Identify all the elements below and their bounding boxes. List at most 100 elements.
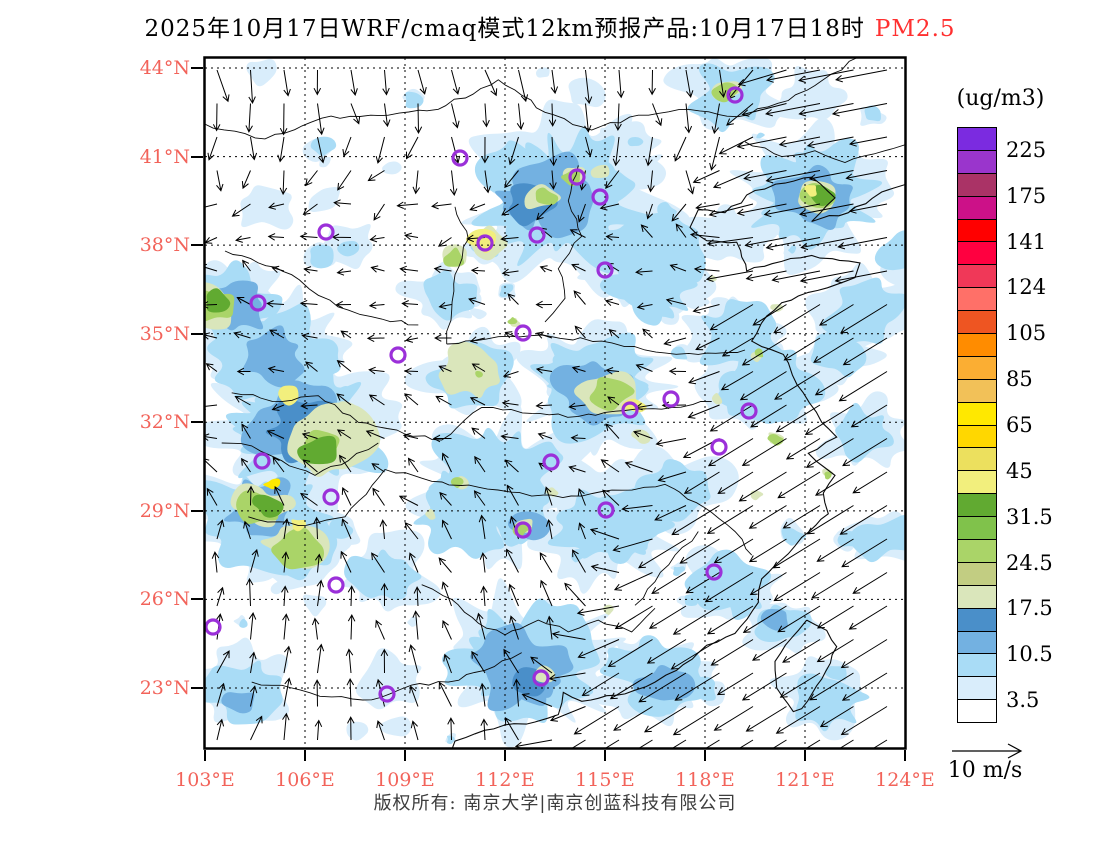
- wind-vector-arrow: [577, 488, 586, 506]
- map-frame: [203, 56, 907, 750]
- wind-vector-arrow: [441, 581, 452, 607]
- wind-vector-arrow: [539, 552, 553, 573]
- wind-vector-arrow: [590, 564, 620, 573]
- wind-vector-arrow: [850, 404, 888, 428]
- wind-vector-arrow: [577, 203, 586, 223]
- pm25-fill-blob: [756, 132, 765, 139]
- wind-vector-arrow: [242, 259, 251, 272]
- wind-vector-arrow: [645, 136, 653, 167]
- pm25-fill-blob: [423, 270, 475, 321]
- legend-color-segment: [958, 425, 996, 449]
- wind-vector-arrow: [585, 136, 593, 157]
- wind-vector-arrow: [380, 648, 389, 674]
- wind-vector-arrow: [371, 463, 385, 473]
- wind-vector-arrow: [608, 329, 620, 339]
- wind-vector-arrow: [233, 331, 251, 339]
- wind-vector-arrow: [396, 201, 419, 209]
- legend-color-segment: [958, 150, 996, 174]
- wind-vector-arrow: [772, 538, 821, 569]
- wind-vector-arrow: [248, 69, 256, 105]
- wind-vector-arrow: [621, 504, 653, 513]
- wind-vector-arrow: [235, 235, 251, 243]
- wind-vector-arrow: [341, 518, 352, 540]
- wind-vector-arrow: [504, 459, 519, 473]
- wind-vector-arrow: [798, 69, 854, 83]
- pm25-fill-blob: [824, 471, 832, 480]
- wind-vector-arrow: [612, 136, 621, 167]
- wind-vector-arrow: [438, 365, 452, 373]
- pm25-fill-blob: [443, 247, 465, 267]
- wind-vector-arrow: [798, 103, 854, 117]
- wind-vector-arrow: [571, 365, 586, 373]
- wind-vector-arrow: [607, 396, 620, 406]
- legend-color-segment: [958, 379, 996, 403]
- wind-vector-arrow: [216, 586, 225, 607]
- pm25-fill-blob: [425, 508, 436, 520]
- lat-axis-tick: [191, 332, 203, 335]
- wind-vector-arrow: [271, 265, 285, 273]
- wind-vector-arrow: [840, 639, 888, 669]
- wind-vector-arrow: [544, 486, 553, 506]
- wind-vector-arrow: [410, 720, 419, 741]
- wind-vector-arrow: [632, 430, 653, 439]
- wind-vector-arrow: [404, 393, 419, 406]
- wind-vector-arrow: [509, 615, 519, 640]
- wind-vector-arrow: [816, 639, 854, 663]
- legend-tick-value: 65: [1006, 412, 1033, 437]
- wind-vector-arrow: [241, 457, 251, 473]
- wind-vector-arrow: [205, 363, 218, 372]
- wind-vector-arrow: [404, 232, 419, 240]
- wind-vector-arrow: [311, 617, 320, 640]
- wind-vector-arrow: [685, 572, 720, 594]
- wind-vector-arrow: [605, 423, 620, 439]
- wind-vector-arrow: [695, 337, 720, 351]
- wind-vector-arrow: [785, 438, 821, 460]
- pm25-fill-blob: [344, 549, 422, 600]
- wind-vector-arrow: [783, 337, 821, 361]
- pm25-fill-blob: [270, 581, 284, 595]
- wind-vector-arrow: [636, 302, 653, 310]
- lat-tick-label: 23°N: [139, 676, 190, 699]
- wind-vector-arrow: [508, 583, 519, 607]
- wind-vector-arrow: [708, 203, 754, 218]
- legend-color-segment: [958, 311, 996, 335]
- wind-vector-arrow: [451, 103, 460, 129]
- wind-vector-arrow: [469, 336, 486, 344]
- wind-vector-arrow: [267, 365, 285, 374]
- pm25-fill-blob: [686, 293, 710, 309]
- wind-vector-arrow: [571, 739, 586, 748]
- wind-vector-arrow: [852, 471, 888, 494]
- wind-vector-arrow: [338, 454, 352, 473]
- pm25-fill-blob: [750, 490, 764, 501]
- wind-vector-arrow: [249, 651, 257, 674]
- wind-vector-arrow: [401, 300, 419, 308]
- legend-color-segment: [958, 334, 996, 357]
- wind-vector-arrow: [313, 516, 321, 540]
- legend-units: (ug/m3): [956, 86, 1045, 111]
- wind-vector-arrow: [838, 371, 888, 402]
- wind-vector-arrow: [434, 334, 452, 342]
- pm25-fill-blob: [355, 648, 422, 710]
- wind-vector-arrow: [504, 170, 519, 189]
- wind-vector-arrow: [451, 69, 460, 95]
- wind-vector-arrow: [839, 304, 888, 334]
- wind-vector-arrow: [413, 586, 422, 607]
- wind-vector-arrow: [777, 605, 821, 633]
- wind-vector-arrow: [473, 490, 486, 506]
- pm25-fill-blob: [252, 494, 284, 518]
- wind-vector-arrow: [765, 237, 821, 251]
- station-marker: [317, 223, 335, 241]
- wind-vector-arrow: [743, 170, 787, 182]
- wind-vector-arrow: [831, 103, 888, 117]
- wind-vector-arrow: [302, 459, 318, 473]
- wind-vector-arrow: [737, 69, 787, 87]
- wind-vector-arrow: [777, 471, 821, 499]
- wind-vector-arrow: [574, 325, 586, 339]
- wind-vector-arrow: [605, 233, 620, 241]
- legend-color-segment: [958, 677, 996, 701]
- wind-vector-arrow: [679, 538, 720, 564]
- wind-vector-arrow: [299, 299, 318, 308]
- station-marker: [740, 402, 758, 420]
- wind-vector-arrow: [342, 136, 352, 157]
- pm25-fill-blob: [672, 566, 686, 577]
